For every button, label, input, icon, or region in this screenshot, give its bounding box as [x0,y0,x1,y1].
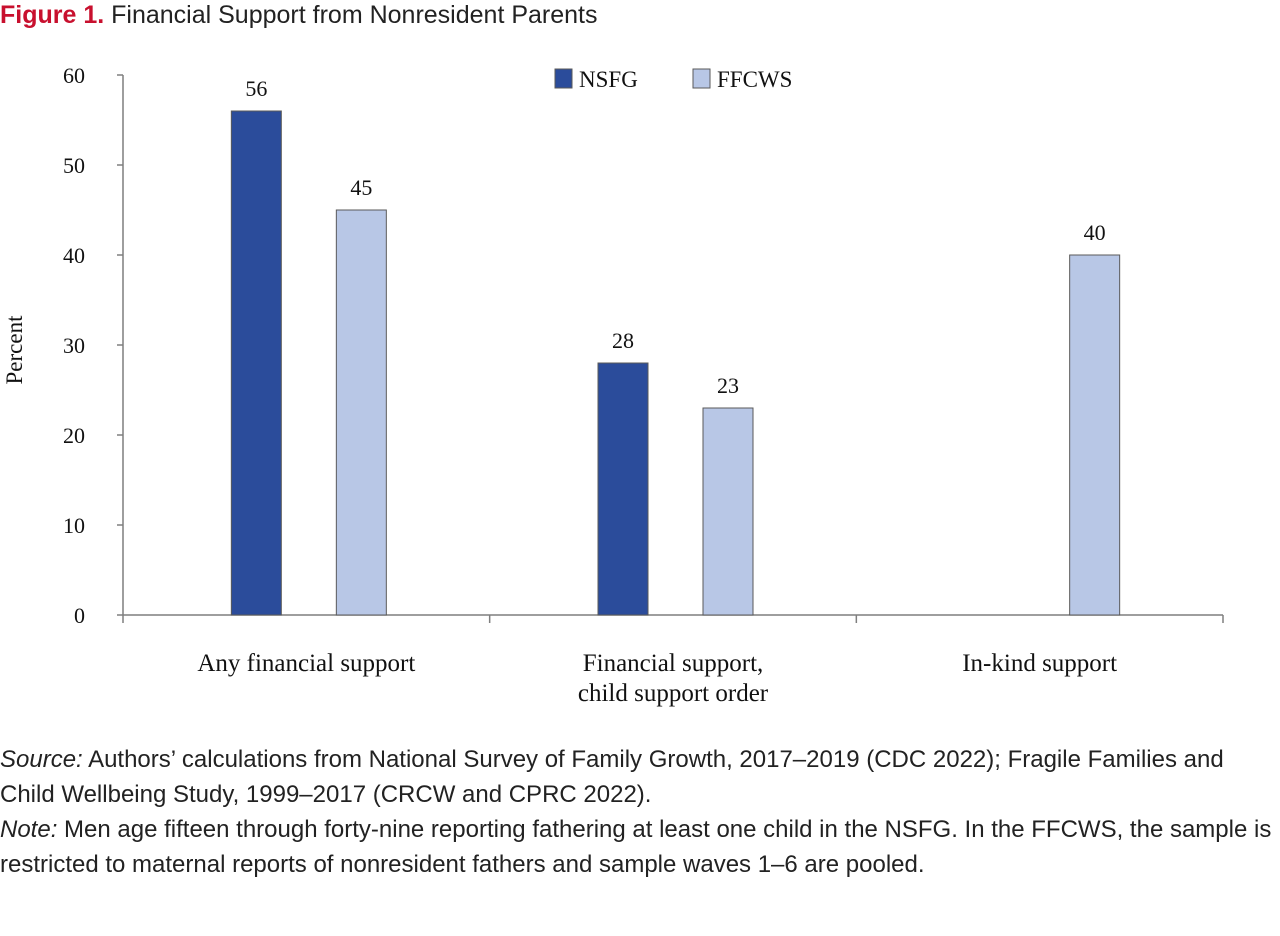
legend-swatch-nsfg [554,68,573,89]
bar-nsfg [230,110,282,616]
y-tick-label: 0 [74,603,85,628]
figure-label: Figure 1. [0,1,105,29]
x-tick-label-line: child support order [578,680,769,707]
note-text-block: Note: Men age fifteen through forty-nine… [0,812,1280,882]
chart-bars [230,110,1121,616]
legend-label-nsfg: NSFG [579,67,638,92]
y-tick-label: 60 [63,63,85,88]
x-tick-label-line: In-kind support [962,650,1117,677]
x-tick-label: Financial support, child support order [578,650,769,707]
legend-swatch-ffcws [692,68,711,89]
legend-label-ffcws: FFCWS [717,67,792,92]
note-text: Men age fifteen through forty-nine repor… [0,816,1272,878]
y-tick-label: 30 [63,333,85,358]
bar-ffcws [1069,254,1121,616]
data-label: 40 [1084,220,1106,245]
y-tick-label: 50 [63,153,85,178]
y-axis-title: Percent [2,315,27,385]
data-label: 56 [245,76,267,101]
source-text: Authors’ calculations from National Surv… [0,746,1224,808]
data-label: 45 [350,175,372,200]
x-tick-label-line: Financial support, [583,650,764,677]
data-label: 28 [612,328,634,353]
bar-ffcws [702,407,754,616]
figure-title: Figure 1. Financial Support from Nonresi… [0,0,598,30]
chart-labels: 0 10 20 30 40 50 60 Percent Any financial suppor… [2,63,1117,707]
source-label: Source: [0,746,83,773]
figure-title-text: Financial Support from Nonresident Paren… [111,1,598,29]
bar-ffcws [335,209,387,616]
y-tick-label: 40 [63,243,85,268]
source-note: Source: Authors’ calculations from Natio… [0,742,1280,812]
chart-legend: NSFG FFCWS [554,67,792,92]
data-label: 23 [717,373,739,398]
bar-nsfg [597,362,649,616]
figure-notes: Source: Authors’ calculations from Natio… [0,742,1280,882]
note-label: Note: [0,816,58,843]
x-tick-label-line: Any financial support [197,650,415,677]
y-tick-label: 10 [63,513,85,538]
chart-axes [117,74,1224,623]
x-tick-label: Any financial support [197,650,415,677]
x-tick-label: In-kind support [962,650,1117,677]
bar-chart: 0 10 20 30 40 50 60 Percent Any financial suppor… [2,63,1224,707]
y-tick-label: 20 [63,423,85,448]
